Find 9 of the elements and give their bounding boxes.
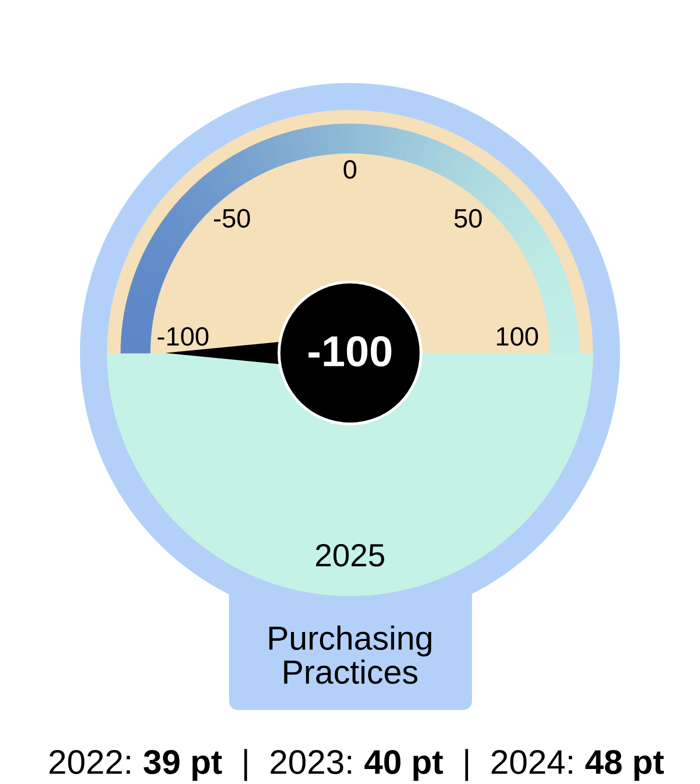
category-label: -50 (214, 209, 250, 228)
category-label: -100 (158, 327, 208, 346)
category-label: 0 (344, 160, 356, 179)
text: 2025 (316, 544, 384, 567)
category-label: 50 (454, 209, 482, 228)
data-label: -100 (308, 336, 392, 367)
text: Purchasing Practices (269, 625, 432, 684)
category-label: 100 (497, 327, 538, 346)
text: 2022: 39 pt | 2023: 40 pt | 2024: 48 pt (50, 749, 664, 781)
